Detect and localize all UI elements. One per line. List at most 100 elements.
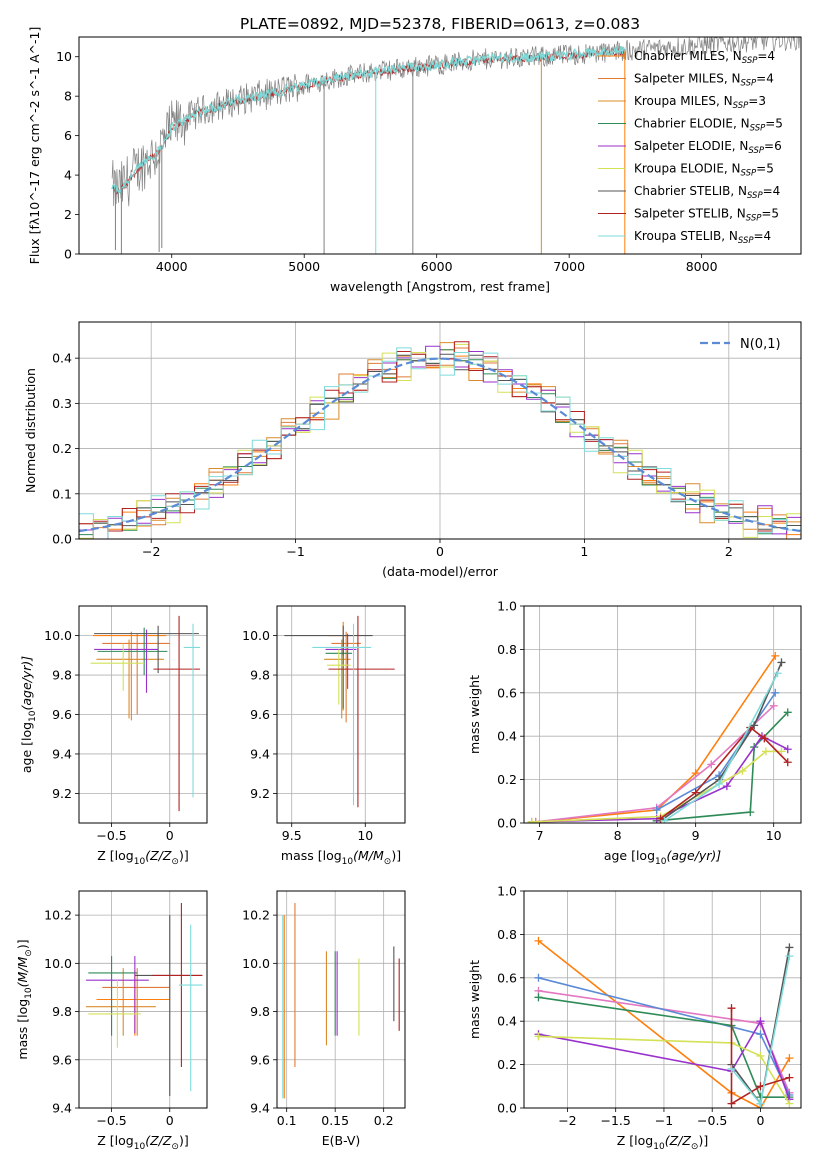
legend-subscript: SSP [738, 236, 754, 246]
y-tick-label: 9.4 [52, 1101, 72, 1116]
x-tick-label: 10 [766, 828, 782, 843]
y-axis-label: mass weight [467, 960, 482, 1039]
mass-weight-marker [785, 952, 794, 961]
legend-subscript: SSP [742, 56, 758, 66]
y-tick-label: 10.0 [44, 956, 72, 971]
legend-tail: =3 [748, 94, 766, 108]
label-part: age [log [19, 722, 34, 773]
y-tick-label: 0.4 [497, 1014, 517, 1029]
histogram-step-line [79, 347, 801, 539]
y-tick-label: 9.6 [52, 707, 72, 722]
mass-weight-marker [756, 1030, 765, 1039]
legend-tail: =4 [756, 72, 774, 86]
x-tick-label: 0.15 [321, 1113, 349, 1128]
mass-weight-marker [715, 779, 724, 788]
plot-area [111, 37, 801, 254]
label-part: (Z/Z [145, 848, 172, 863]
y-tick-label: 9.6 [250, 1052, 270, 1067]
label-part: mass [log [15, 999, 30, 1060]
x-tick-label: −2 [142, 544, 160, 559]
y-tick-label: 10.0 [44, 628, 72, 643]
label-part: )] [179, 1133, 189, 1148]
y-tick-label: 0.3 [52, 396, 72, 411]
y-tick-label: 10.2 [44, 908, 72, 923]
y-tick-label: 9.4 [250, 1101, 270, 1116]
label-part: (Z/Z [145, 1133, 172, 1148]
mass-weight-marker [760, 734, 769, 743]
x-tick-label: 5000 [288, 259, 320, 274]
mass-weight-marker [691, 788, 700, 797]
x-tick-label: 8000 [686, 259, 718, 274]
mass-weight-marker [727, 1099, 736, 1108]
legend-tail: =5 [756, 162, 774, 176]
y-tick-label: 0.8 [497, 642, 517, 657]
legend-entry: Kroupa MILES, NSSP=3 [634, 94, 766, 111]
x-axis-label: mass [log10(M/M⊙)] [281, 848, 401, 867]
axes-frame [523, 890, 802, 1109]
mass-weight-marker [783, 708, 792, 717]
spectrum-panel: 4000 5000 6000 7000 8000 0 2 4 6 8 10 wavelength [A… [27, 27, 802, 294]
label-part: 10 [655, 857, 667, 867]
mass-weight-marker [783, 745, 792, 754]
y-tick-label: 0.2 [497, 772, 517, 787]
legend-entry: Salpeter MILES, NSSP=4 [634, 72, 774, 89]
label-part: Z [log [617, 1133, 653, 1148]
mass-weight-marker [527, 817, 536, 823]
figure-title: PLATE=0892, MJD=52378, FIBERID=0613, z=0… [240, 15, 640, 33]
mass-weight-line [660, 662, 783, 822]
y-tick-label: 9.8 [250, 668, 270, 683]
y-tick-label: 0.0 [497, 816, 517, 831]
label-part: 10 [134, 857, 146, 867]
legend-tail: =4 [754, 229, 772, 243]
x-tick-label: 6000 [421, 259, 453, 274]
x-tick-label: 9 [692, 828, 700, 843]
label-part: (age/yr)] [666, 848, 721, 863]
y-tick-label: 0.6 [497, 685, 517, 700]
y-tick-label: 0.6 [497, 970, 517, 985]
x-tick-label: −1.5 [601, 1113, 631, 1128]
mass-weight-marker [785, 943, 794, 952]
legend-entry: Kroupa STELIB, NSSP=4 [634, 229, 771, 246]
y-tick-label: 0 [64, 247, 72, 262]
y-tick-label: 9.2 [52, 786, 72, 801]
mass-weight-line [664, 672, 779, 822]
mass-weight-line [538, 996, 790, 1098]
label-part: (Z/Z [665, 1133, 692, 1148]
legend-subscript: SSP [747, 191, 763, 201]
legend-label: Chabrier MILES, N [634, 49, 742, 63]
mass-weight-marker [756, 1051, 765, 1060]
x-axis-label: Z [log10(Z/Z⊙)] [97, 1133, 188, 1152]
mass-weight-marker [783, 758, 792, 767]
x-tick-label: 0.1 [277, 1113, 297, 1128]
observed-spectrum-line [111, 37, 801, 207]
y-tick-label: 0.4 [52, 351, 72, 366]
legend-tail: =4 [757, 49, 775, 63]
normal-reference-curve [79, 357, 801, 533]
mass-vs-ebv-panel: 0.1 0.15 0.2 9.4 9.6 9.8 10.0 10.2 E(B-V) [242, 890, 406, 1148]
y-tick-label: 0.0 [497, 1101, 517, 1116]
legend-label: Salpeter MILES, N [634, 72, 741, 86]
x-axis-label: E(B-V) [322, 1133, 361, 1148]
label-part: ⊙ [384, 857, 392, 867]
mass-weight-marker [785, 1073, 794, 1082]
mass-weight-marker [727, 1064, 736, 1073]
legend-subscript: SSP [741, 169, 757, 179]
mass-weight-marker [777, 747, 786, 756]
y-tick-label: 9.4 [250, 746, 270, 761]
x-tick-label: −0.5 [96, 1113, 126, 1128]
label-part: age [log [604, 848, 655, 863]
legend-entry: Chabrier STELIB, NSSP=4 [634, 184, 780, 201]
x-tick-label: 7 [536, 828, 544, 843]
y-tick-label: 10.0 [242, 628, 270, 643]
mass-weight-marker [777, 658, 786, 667]
x-axis-label: Z [log10(Z/Z⊙)] [617, 1133, 708, 1152]
mass-weight-line [538, 1035, 791, 1105]
mass-weight-line [656, 711, 789, 822]
y-tick-label: 9.8 [52, 668, 72, 683]
y-axis-label: mass [log10(M/M⊙)] [15, 939, 34, 1059]
legend-subscript: SSP [741, 79, 757, 89]
label-part: ⊙ [24, 949, 34, 957]
mass-weight-marker [722, 782, 731, 791]
